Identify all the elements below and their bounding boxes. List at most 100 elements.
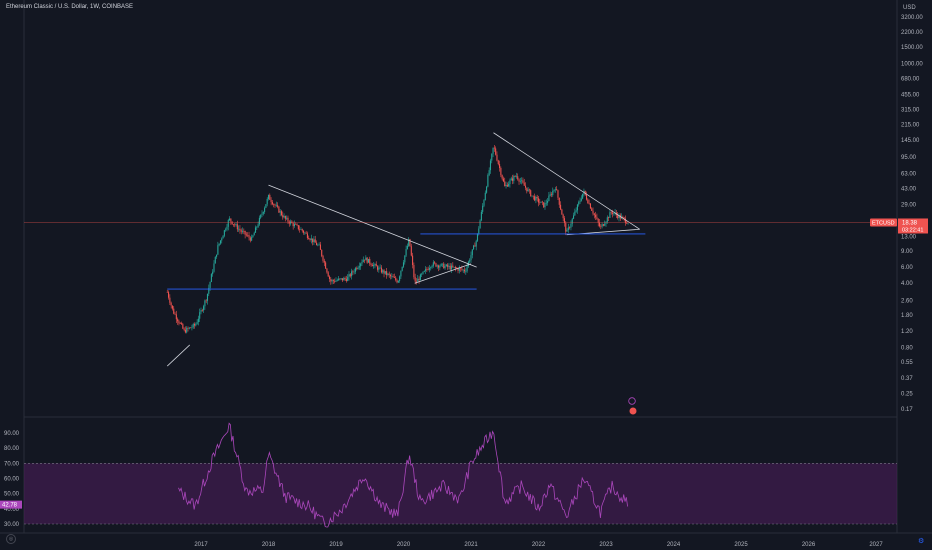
candle-body <box>491 153 493 161</box>
candle-body <box>596 217 598 219</box>
countdown-label: 03:22:41 <box>902 227 923 233</box>
candle-body <box>440 263 442 267</box>
rsi-value-tag <box>0 500 22 509</box>
price-tick-label: 680.00 <box>901 77 920 83</box>
candle-body <box>439 266 441 268</box>
candle-body <box>170 302 172 306</box>
candle-body <box>195 324 197 326</box>
candle-body <box>353 271 355 273</box>
candle-body <box>254 227 257 233</box>
trendline <box>414 263 472 284</box>
price-tick-label: 0.80 <box>901 345 913 351</box>
candle-body <box>499 164 501 168</box>
candle-body <box>571 218 573 224</box>
price-tick-label: 2.60 <box>901 298 913 304</box>
candle-body <box>227 220 229 227</box>
candle-body <box>373 264 375 267</box>
candle-body <box>552 190 554 196</box>
candle-body <box>216 254 218 257</box>
candle-body <box>553 189 555 191</box>
price-tick-label: 145.00 <box>901 138 920 144</box>
candle-body <box>238 228 240 230</box>
candle-body <box>425 269 427 271</box>
price-tick-label: 0.55 <box>901 360 913 366</box>
candle-body <box>269 194 271 200</box>
candle-body <box>605 221 607 224</box>
candle-body <box>190 327 192 329</box>
candle-body <box>437 265 440 268</box>
candle-body <box>187 327 189 329</box>
candle-body <box>613 213 615 214</box>
candle-body <box>234 224 236 226</box>
price-tick-label: 95.00 <box>901 155 917 161</box>
candle-body <box>225 229 227 231</box>
candle-body <box>247 235 249 236</box>
candle-body <box>421 273 423 275</box>
candle-body <box>356 268 358 270</box>
candle-body <box>387 273 389 276</box>
candle-body <box>351 271 353 277</box>
candle-body <box>487 175 489 187</box>
candle-body <box>222 235 224 239</box>
candle-body <box>167 292 170 298</box>
candle-body <box>513 176 515 181</box>
candle-body <box>389 274 392 277</box>
rsi-tick-label: 70.00 <box>4 461 20 467</box>
candle-body <box>396 280 398 283</box>
candle-body <box>624 218 627 223</box>
settings-icon[interactable]: ⚙ <box>918 538 925 545</box>
candle-body <box>357 267 359 270</box>
candle-body <box>623 217 625 219</box>
candle-body <box>338 278 340 281</box>
candle-body <box>602 224 604 226</box>
candle-body <box>330 279 332 282</box>
candle-body <box>495 148 497 155</box>
candle-body <box>441 263 443 265</box>
time-tick-label: 2020 <box>397 542 411 548</box>
candle-body <box>166 292 168 293</box>
candle-body <box>391 276 393 277</box>
candle-body <box>182 324 184 329</box>
price-tick-label: 3200.00 <box>901 15 923 21</box>
candle-body <box>332 280 334 281</box>
candle-body <box>537 198 540 203</box>
candle-body <box>569 227 571 228</box>
price-tick-label: 315.00 <box>901 107 920 113</box>
candle-body <box>454 267 456 269</box>
candle-body <box>327 272 329 277</box>
candle-body <box>206 293 209 301</box>
candle-body <box>563 218 566 223</box>
candle-body <box>248 235 250 238</box>
candle-body <box>230 218 232 222</box>
candle-body <box>395 277 397 281</box>
candle-body <box>473 245 475 250</box>
candle-body <box>226 226 228 230</box>
candle-body <box>192 324 194 328</box>
candle-body <box>240 230 242 232</box>
candle-body <box>376 266 379 270</box>
candle-body <box>617 214 619 218</box>
candle-body <box>626 222 628 224</box>
candle-body <box>186 327 188 333</box>
time-tick-label: 2019 <box>329 542 343 548</box>
candle-body <box>300 229 302 230</box>
candle-body <box>343 278 345 281</box>
tradingview-logo-icon[interactable]: ◎ <box>6 534 16 544</box>
candle-body <box>379 267 381 269</box>
candle-body <box>279 211 281 213</box>
candle-body <box>295 224 297 225</box>
price-tick-label: 63.00 <box>901 171 917 177</box>
candle-body <box>502 178 505 182</box>
candle-body <box>414 277 416 282</box>
last-price-tag-label: 18.38 <box>902 220 918 226</box>
time-tick-label: 2021 <box>464 542 478 548</box>
candle-body <box>410 246 412 256</box>
candle-body <box>557 190 559 198</box>
candle-body <box>354 268 357 272</box>
candle-body <box>362 259 364 263</box>
candle-body <box>188 327 190 329</box>
candle-body <box>508 184 510 187</box>
candle-body <box>317 244 319 246</box>
candle-body <box>318 244 320 246</box>
